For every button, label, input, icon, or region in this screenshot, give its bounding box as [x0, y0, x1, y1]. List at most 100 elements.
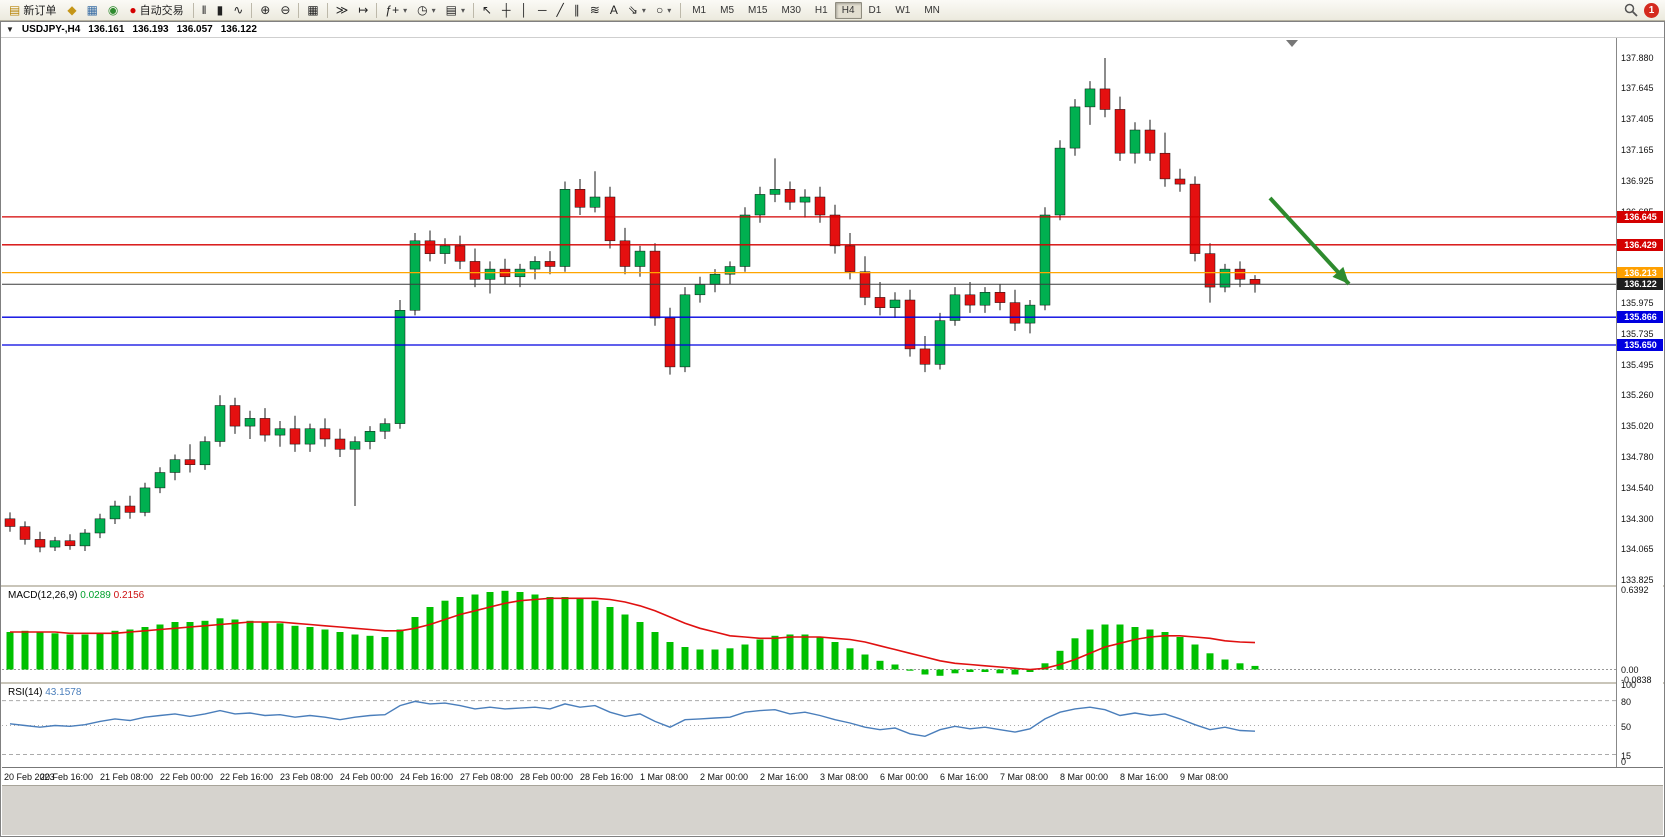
macd-histogram-bar — [426, 607, 434, 670]
chart-close-value: 136.122 — [220, 24, 257, 35]
arrows-tool-button[interactable]: ⇘ ▾ — [623, 1, 651, 19]
new-order-button[interactable]: ▤ 新订单 — [4, 1, 61, 19]
candle — [259, 408, 271, 442]
auto-trading-button[interactable]: ● 自动交易 — [124, 1, 188, 19]
dropdown-caret-icon[interactable]: ▾ — [460, 5, 465, 15]
candle — [64, 534, 76, 550]
macd-histogram-bar — [1236, 663, 1244, 670]
macd-histogram-bar — [1116, 624, 1124, 670]
arrows-tool-icon: ⇘ — [627, 3, 638, 17]
trendline-button[interactable]: ╱ — [552, 1, 569, 19]
candle — [919, 336, 931, 373]
vertical-line-button[interactable]: │ — [516, 1, 534, 19]
time-axis[interactable]: 20 Feb 2023 20 Feb 16:00 21 Feb 08:00 22 Fe… — [2, 767, 1663, 785]
indicators-button[interactable]: ƒ+ ▾ — [380, 1, 412, 19]
timeframe-bar: M1 M5 M15 M30 H1 H4 D1 W1 MN — [685, 1, 947, 19]
cursor-button[interactable]: ↖ — [477, 1, 497, 19]
dropdown-caret-icon[interactable]: ▾ — [667, 5, 672, 15]
macd-panel[interactable]: MACD(12,26,9) 0.0289 0.2156 — [2, 587, 1618, 682]
trend-arrow[interactable] — [1268, 196, 1351, 286]
time-axis-label: 20 Feb 16:00 — [40, 772, 94, 782]
periods-button[interactable]: ◷ ▾ — [412, 1, 441, 19]
zoom-out-button[interactable]: ⊖ — [275, 1, 295, 19]
macd-histogram-bar — [246, 620, 254, 670]
data-window-button[interactable]: ◉ — [103, 1, 123, 19]
auto-scroll-button[interactable]: ≫ — [331, 1, 354, 19]
main-chart-panel[interactable] — [2, 38, 1618, 585]
macd-histogram-bar — [966, 669, 974, 672]
collapse-triangle-icon[interactable]: ▼ — [6, 25, 14, 34]
candle — [4, 512, 16, 532]
macd-signal-line — [10, 597, 1256, 671]
macd-histogram-bar — [216, 618, 224, 670]
candlestick-button[interactable]: ▮ — [212, 1, 229, 19]
text-button[interactable]: A — [605, 1, 623, 19]
candle — [1069, 99, 1081, 156]
horizontal-line-icon: ─ — [538, 3, 547, 17]
horizontal-line-button[interactable]: ─ — [533, 1, 552, 19]
timeframe-m15[interactable]: M15 — [748, 4, 768, 16]
templates-button[interactable]: ▤ ▾ — [441, 1, 470, 19]
rsi-label: RSI(14) 43.1578 — [8, 687, 81, 698]
macd-histogram-bar — [651, 632, 659, 670]
candlestick-icon: ▮ — [216, 3, 224, 17]
tile-windows-button[interactable]: ▦ — [302, 1, 323, 19]
chart-shift-button[interactable]: ↦ — [353, 1, 373, 19]
price-axis[interactable]: 137.880 137.645 137.405 137.165 136.925 136.6… — [1616, 38, 1663, 767]
timeframe-d1[interactable]: D1 — [868, 4, 882, 16]
rsi-line — [9, 700, 1256, 738]
timeframe-h1[interactable]: H1 — [814, 4, 828, 16]
macd-histogram-bar — [681, 647, 689, 670]
timeframe-w1[interactable]: W1 — [895, 4, 911, 16]
channel-button[interactable]: ∥ — [569, 1, 585, 19]
panel-separator[interactable] — [1, 682, 1664, 684]
search-icon[interactable] — [1624, 3, 1638, 17]
ohlc-bars-button[interactable]: ‖ — [197, 1, 212, 19]
dropdown-caret-icon[interactable]: ▾ — [641, 5, 646, 15]
timeframe-m1[interactable]: M1 — [692, 4, 707, 16]
price-badge-135.866: 135.866 — [1617, 311, 1663, 323]
timeframe-m5[interactable]: M5 — [720, 4, 735, 16]
panel-separator[interactable] — [1, 585, 1664, 587]
timeframe-h4[interactable]: H4 — [834, 1, 862, 19]
candle — [454, 235, 466, 270]
line-chart-button[interactable]: ∿ — [228, 1, 248, 19]
price-axis-label: 137.645 — [1621, 83, 1654, 93]
candle — [1039, 207, 1051, 311]
notification-badge[interactable]: 1 — [1644, 2, 1659, 18]
timeframe-mn[interactable]: MN — [924, 4, 940, 16]
zoom-in-button[interactable]: ⊕ — [255, 1, 275, 19]
dropdown-caret-icon[interactable]: ▾ — [403, 5, 408, 15]
candle — [469, 248, 481, 288]
macd-histogram-bar — [456, 597, 464, 670]
zoom-out-icon: ⊖ — [280, 3, 291, 17]
macd-label: MACD(12,26,9) 0.0289 0.2156 — [8, 590, 144, 601]
candle — [859, 256, 871, 306]
macd-histogram-bar — [1206, 653, 1214, 670]
timeframe-m30[interactable]: M30 — [781, 4, 801, 16]
price-badge-136.429: 136.429 — [1617, 239, 1663, 251]
fibonacci-button[interactable]: ≋ — [585, 1, 605, 19]
dropdown-caret-icon[interactable]: ▾ — [431, 5, 436, 15]
market-watch-button[interactable]: ◆ — [62, 1, 81, 19]
price-axis-label: 137.165 — [1621, 145, 1654, 155]
macd-histogram-bar — [156, 624, 164, 670]
toolbar-separator — [298, 2, 300, 18]
macd-histogram-bar — [261, 622, 269, 670]
candle — [229, 397, 241, 434]
shapes-button[interactable]: ○ ▾ — [651, 1, 676, 19]
toolbar-separator — [251, 2, 253, 18]
macd-signal-value: 0.2156 — [113, 590, 145, 601]
chart-shift-marker[interactable] — [1286, 40, 1298, 47]
candle — [1159, 132, 1171, 187]
candle — [529, 256, 541, 280]
macd-histogram-bar — [906, 669, 914, 671]
chart-window-button[interactable]: ▦ — [82, 1, 103, 19]
chart-high-value: 136.193 — [132, 24, 169, 35]
candle — [1219, 263, 1231, 293]
crosshair-button[interactable]: ┼ — [497, 1, 516, 19]
time-axis-label: 21 Feb 08:00 — [100, 772, 154, 782]
rsi-panel[interactable]: RSI(14) 43.1578 — [2, 684, 1618, 767]
macd-histogram-bar — [951, 669, 959, 674]
candle — [694, 276, 706, 303]
